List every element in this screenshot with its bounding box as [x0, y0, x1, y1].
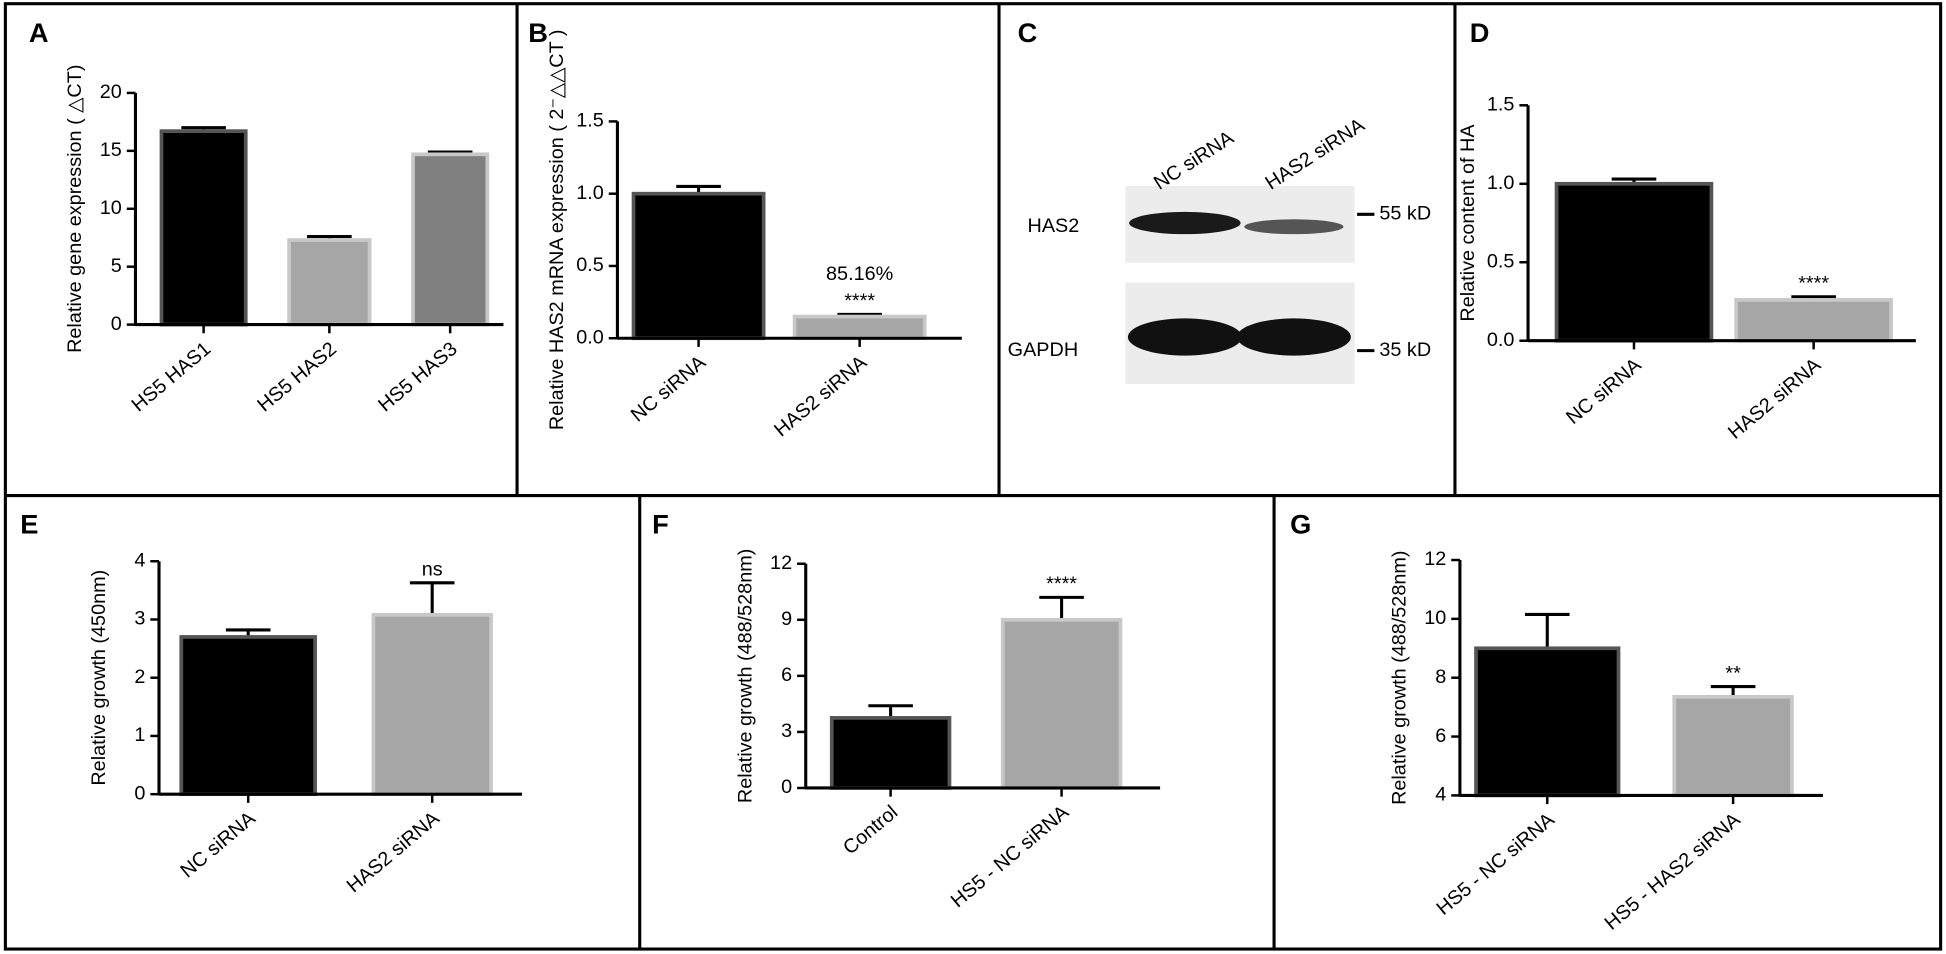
- bar: [159, 129, 248, 327]
- x-tick-label: NC siRNA: [176, 807, 260, 882]
- bar: [371, 612, 493, 797]
- y-tick-label: 0: [111, 313, 122, 335]
- bar: [1474, 646, 1621, 798]
- y-tick-label: 10: [100, 197, 122, 219]
- lane-label: NC siRNA: [1150, 126, 1238, 194]
- panel-label: C: [1018, 17, 1038, 48]
- y-tick-label: 1.0: [576, 182, 604, 204]
- y-tick-label: 0.0: [1487, 329, 1515, 351]
- x-tick-label: HAS2 siRNA: [343, 807, 445, 897]
- y-axis-label: Relative growth (450nm): [88, 570, 110, 786]
- y-axis-label: Relative growth (488/528nm): [1389, 551, 1411, 805]
- panel-label: D: [1470, 17, 1490, 48]
- x-tick-label: HS5 HAS2: [253, 338, 341, 416]
- bar: [179, 635, 317, 797]
- x-tick-label: HS5 HAS3: [374, 338, 462, 416]
- panel-label: E: [20, 509, 38, 540]
- y-tick-label: 12: [1424, 548, 1446, 570]
- x-tick-label: NC siRNA: [1562, 354, 1646, 429]
- bar: [1000, 617, 1123, 790]
- y-tick-label: 5: [111, 255, 122, 277]
- x-tick-label: HAS2 siRNA: [1724, 354, 1826, 444]
- y-tick-label: 12: [770, 552, 792, 574]
- y-tick-label: 1.5: [1487, 94, 1515, 116]
- y-axis-label: Relative gene expression ( △CT): [64, 65, 86, 353]
- y-axis-label: Relative content of HA: [1457, 124, 1479, 322]
- bar: [411, 152, 490, 327]
- blot-band: [1129, 211, 1241, 235]
- y-tick-label: 10: [1424, 607, 1446, 629]
- blot-band: [1127, 318, 1242, 356]
- y-tick-label: 9: [781, 608, 792, 630]
- x-tick-label: HS5 - NC siRNA: [1432, 808, 1559, 919]
- panel-label: A: [29, 17, 49, 48]
- y-tick-label: 3: [134, 608, 145, 630]
- y-tick-label: 6: [781, 664, 792, 686]
- marker-label: 55 kD: [1379, 203, 1431, 225]
- y-tick-label: 1.5: [576, 110, 604, 132]
- annotation: ****: [1046, 573, 1077, 595]
- bar: [1734, 298, 1893, 343]
- y-axis-label: Relative growth (488/528nm): [735, 549, 757, 803]
- x-tick-label: HS5 - HAS2 siRNA: [1601, 808, 1746, 934]
- y-tick-label: 3: [781, 720, 792, 742]
- y-tick-label: 0: [134, 782, 145, 804]
- protein-label: HAS2: [1028, 215, 1080, 237]
- y-tick-label: 8: [1435, 666, 1446, 688]
- panel-label: F: [652, 509, 669, 540]
- blot-band: [1244, 219, 1344, 235]
- y-tick-label: 4: [134, 549, 145, 571]
- bar: [792, 314, 927, 341]
- y-tick-label: 2: [134, 666, 145, 688]
- annotation: ****: [1798, 273, 1829, 295]
- protein-label: GAPDH: [1008, 339, 1078, 361]
- y-tick-label: 0.5: [576, 254, 604, 276]
- bar: [1554, 181, 1714, 343]
- panel-label: B: [528, 17, 548, 48]
- blot-band: [1236, 318, 1351, 356]
- y-tick-label: 20: [100, 81, 122, 103]
- y-tick-label: 4: [1435, 784, 1446, 806]
- y-tick-label: 1.0: [1487, 172, 1515, 194]
- y-tick-label: 0.5: [1487, 250, 1515, 272]
- x-tick-label: Control: [839, 801, 902, 859]
- x-tick-label: HAS2 siRNA: [770, 351, 872, 441]
- panel-label: G: [1290, 509, 1311, 540]
- lane-label: HAS2 siRNA: [1261, 114, 1369, 195]
- bar: [287, 238, 372, 327]
- y-tick-label: 1: [134, 724, 145, 746]
- y-tick-label: 0: [781, 776, 792, 798]
- frame: [3, 2, 1943, 951]
- y-tick-label: 6: [1435, 725, 1446, 747]
- annotation: ****: [844, 290, 875, 312]
- x-tick-label: HS5 - NC siRNA: [947, 801, 1074, 912]
- annotation: 85.16%: [826, 263, 893, 285]
- y-tick-label: 0.0: [576, 326, 604, 348]
- y-axis-label: Relative HAS2 mRNA expression ( 2⁻△△CT ): [546, 30, 568, 431]
- marker-label: 35 kD: [1379, 339, 1431, 361]
- bar: [829, 716, 952, 790]
- bar: [1672, 694, 1794, 798]
- annotation: ns: [422, 559, 443, 581]
- y-tick-label: 15: [100, 139, 122, 161]
- x-tick-label: HS5 HAS1: [128, 338, 216, 416]
- x-tick-label: NC siRNA: [627, 351, 711, 426]
- bar: [631, 191, 766, 341]
- annotation: **: [1725, 662, 1741, 684]
